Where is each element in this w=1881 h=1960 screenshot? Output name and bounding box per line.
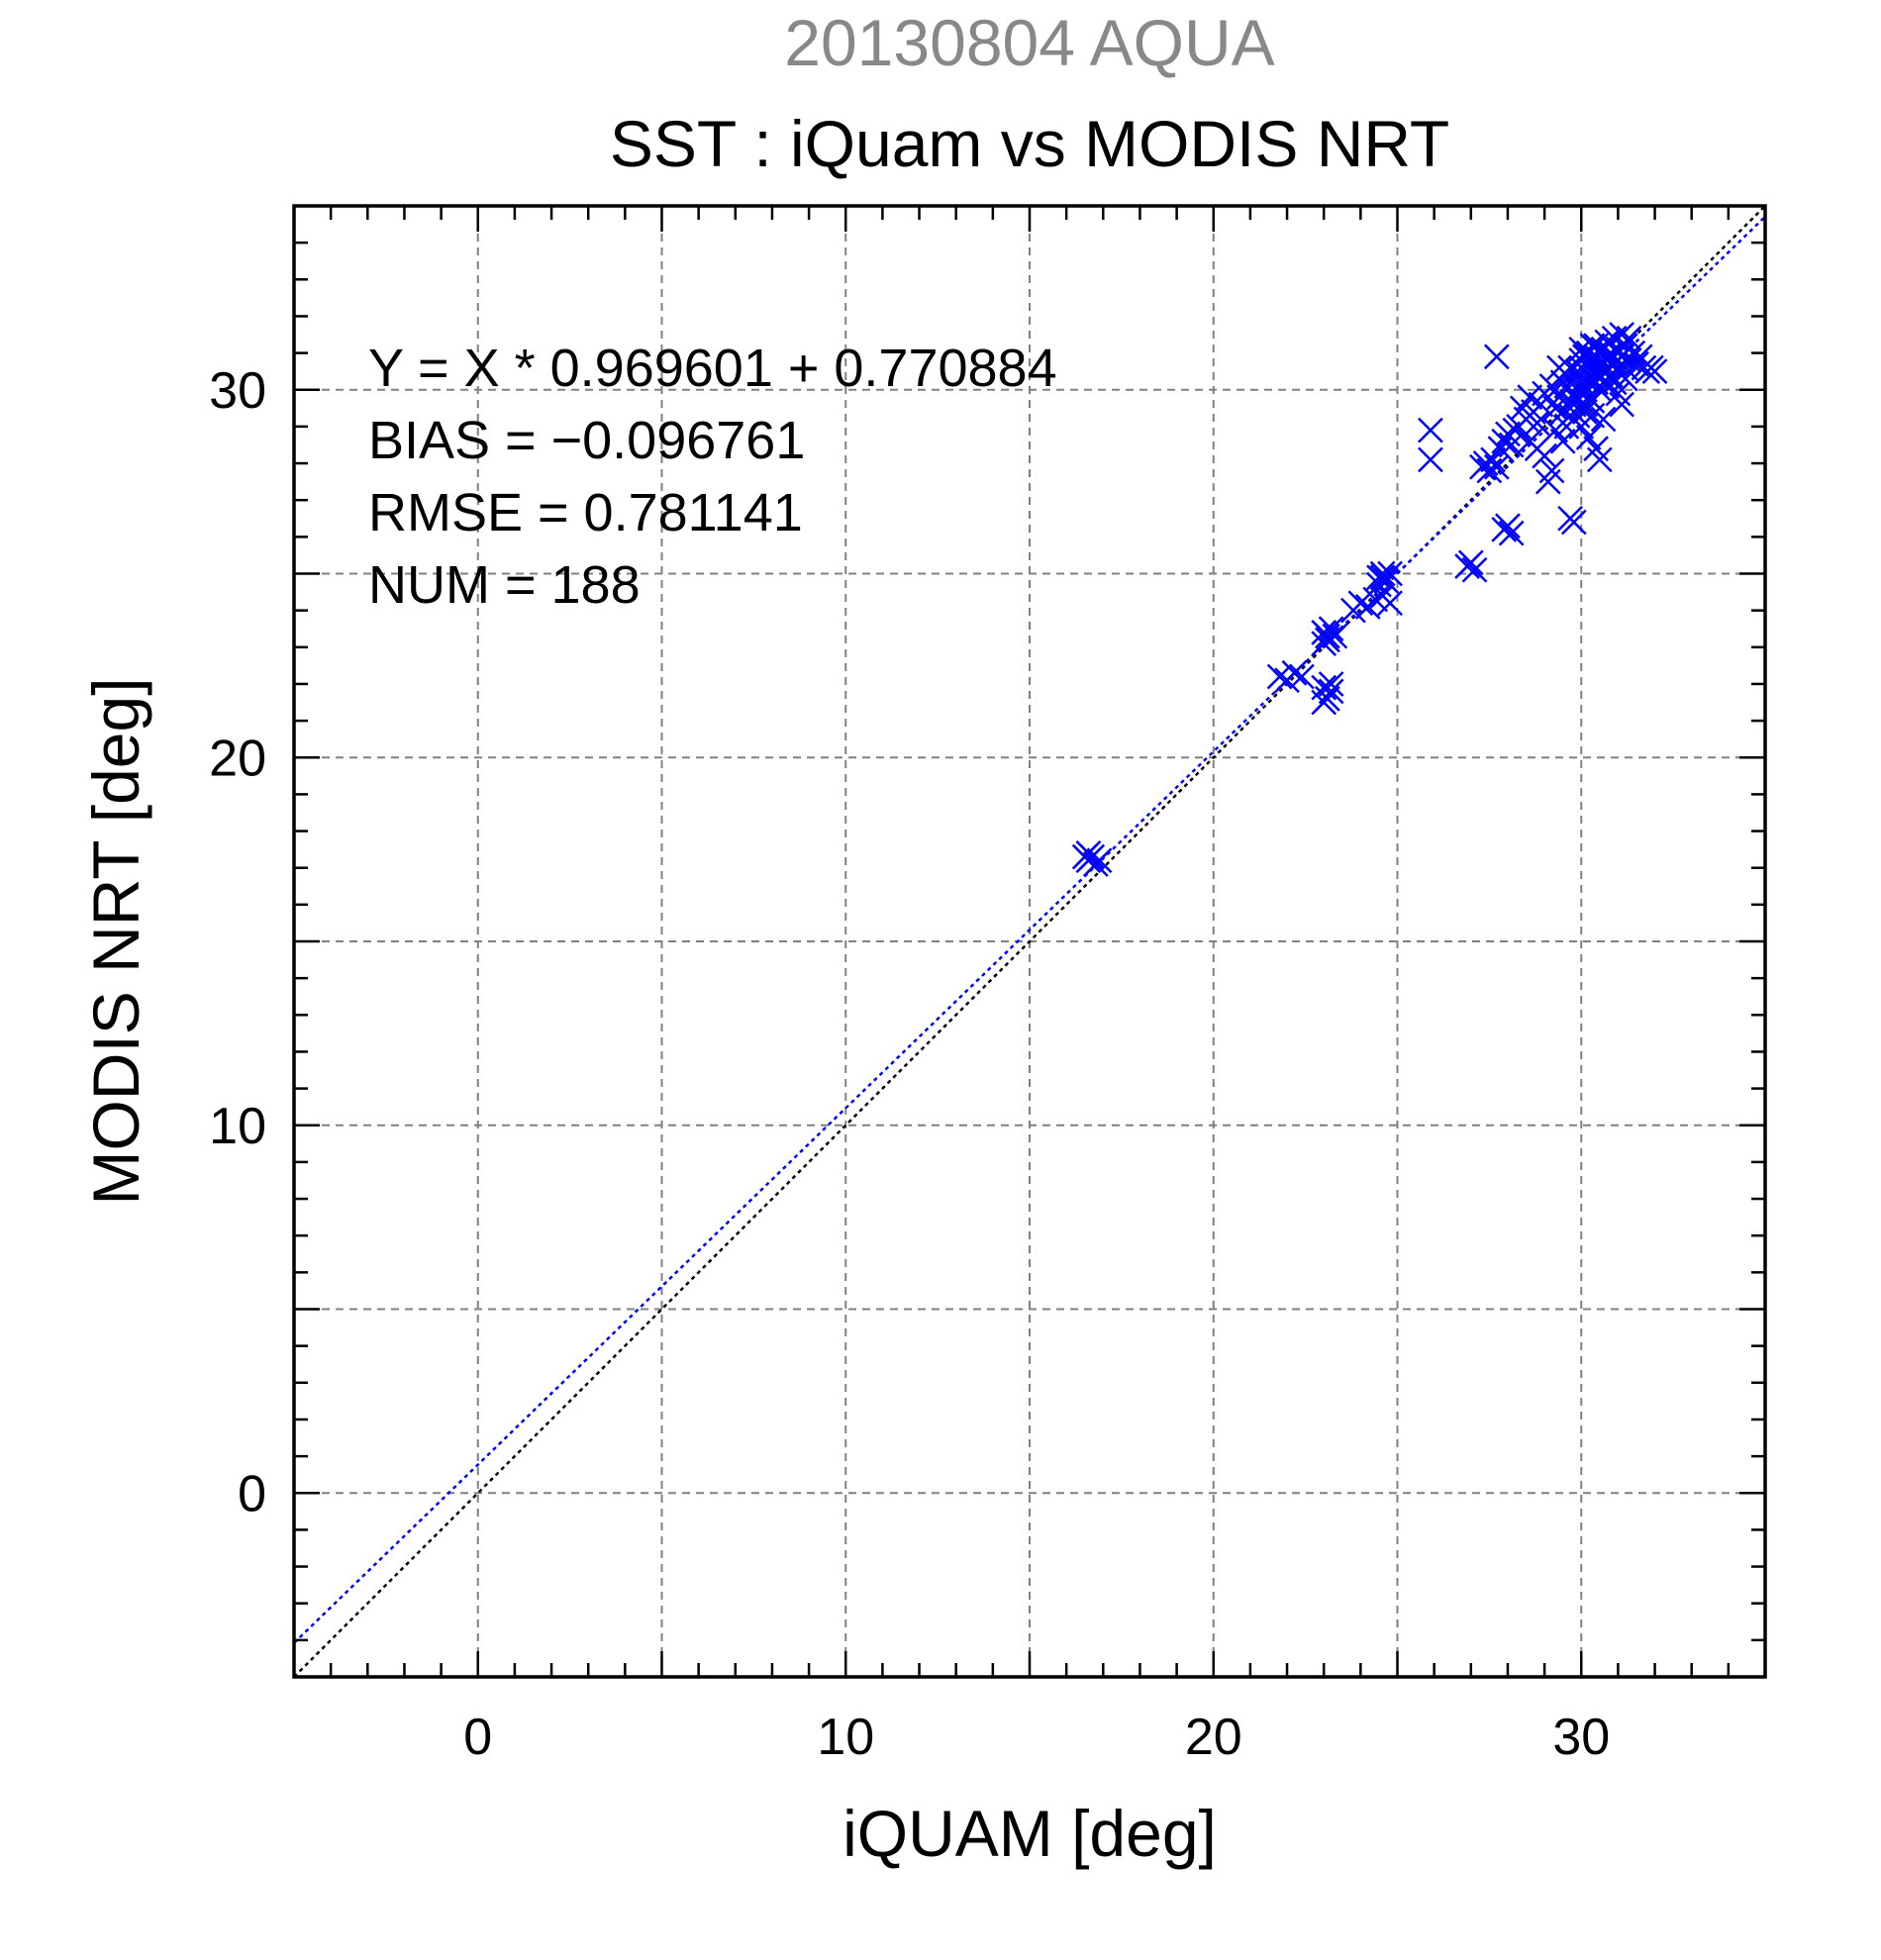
data-point: [1560, 509, 1587, 536]
data-point: [1318, 671, 1344, 697]
plot-frame: [292, 204, 1767, 1679]
data-point: [1546, 354, 1572, 381]
data-points: [1071, 322, 1668, 877]
data-point: [1641, 358, 1668, 385]
stat-line: NUM = 188: [368, 555, 641, 615]
data-point: [1586, 446, 1613, 473]
data-point: [1315, 623, 1340, 649]
x-axis-label: iQUAM [deg]: [842, 1797, 1217, 1870]
reference-lines: [294, 206, 1765, 1677]
x-tick-label: 20: [1185, 1709, 1242, 1766]
data-point: [1266, 663, 1293, 690]
data-point: [1318, 678, 1344, 705]
stat-line: Y = X * 0.969601 + 0.770884: [368, 339, 1057, 398]
data-point: [1612, 365, 1638, 392]
data-point: [1318, 616, 1344, 642]
data-point: [1517, 384, 1543, 411]
data-point: [1480, 446, 1506, 473]
data-point: [1418, 446, 1443, 473]
data-point: [1549, 428, 1576, 454]
y-tick-label: 10: [209, 1098, 266, 1155]
data-point: [1281, 659, 1308, 686]
y-axis-label: MODIS NRT [deg]: [79, 677, 152, 1205]
x-tick-label: 30: [1552, 1709, 1610, 1766]
data-point: [1624, 350, 1649, 377]
fit-line: [294, 215, 1765, 1644]
data-point: [1289, 663, 1315, 690]
data-point: [1322, 623, 1348, 649]
data-point: [1362, 586, 1389, 613]
data-point: [1311, 631, 1337, 656]
identity-line: [294, 206, 1765, 1677]
data-point: [1498, 520, 1525, 546]
data-point: [1590, 358, 1617, 385]
y-tick-label: 20: [209, 730, 266, 787]
data-point: [1495, 513, 1521, 539]
x-tick-label: 10: [817, 1709, 874, 1766]
data-point: [1564, 402, 1591, 429]
tick-labels: 0 10 20 30 0 10 20 30: [209, 362, 1610, 1766]
data-point: [1572, 399, 1598, 425]
data-point: [1311, 689, 1337, 716]
data-point: [1583, 358, 1609, 385]
data-point: [1075, 839, 1102, 866]
chart-supertitle: 20130804 AQUA: [784, 6, 1274, 79]
data-point: [1457, 549, 1484, 576]
stat-line: RMSE = 0.781141: [368, 483, 803, 542]
data-point: [1483, 343, 1510, 370]
stat-line: BIAS = −0.096761: [368, 411, 805, 470]
data-point: [1369, 564, 1396, 591]
data-point: [1549, 399, 1576, 425]
chart-title: SST : iQuam vs MODIS NRT: [610, 107, 1449, 180]
x-tick-label: 0: [463, 1709, 492, 1766]
y-tick-label: 30: [209, 362, 266, 420]
data-point: [1534, 468, 1561, 495]
data-point: [1532, 442, 1557, 469]
y-tick-label: 0: [238, 1465, 266, 1522]
data-point: [1461, 556, 1488, 583]
data-point: [1369, 582, 1396, 609]
data-point: [1418, 417, 1443, 443]
data-point: [1086, 847, 1113, 874]
data-point: [1509, 395, 1535, 422]
data-point: [1575, 369, 1602, 396]
data-point: [1575, 425, 1602, 450]
stats-annotation: Y = X * 0.969601 + 0.770884 BIAS = −0.096…: [368, 339, 1057, 615]
